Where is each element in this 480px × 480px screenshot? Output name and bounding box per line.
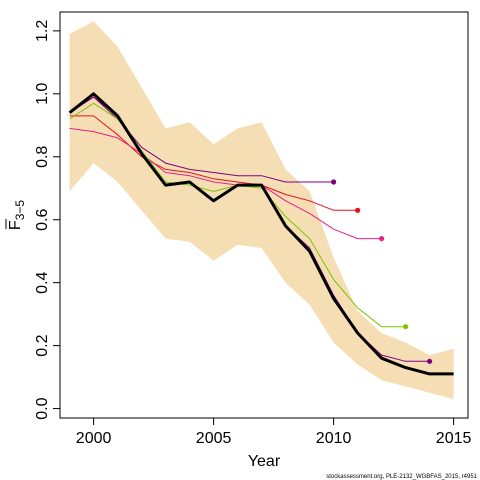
x-tick-label: 2005 [196,430,232,447]
confidence-band [69,21,454,400]
y-axis-title-main: F [7,220,24,230]
y-tick-label: 0.6 [34,208,51,230]
series-end-point-3 [355,207,361,213]
y-axis-title-subscript: 3−5 [13,200,27,221]
svg-text:F3−5: F3−5 [7,200,27,230]
series-end-point-6 [427,358,433,364]
x-tick-label: 2010 [316,430,352,447]
y-tick-label: 0.2 [34,334,51,356]
series-end-point-2 [331,179,337,185]
series-end-point-4 [379,236,385,242]
confidence-band-layer [69,21,454,400]
series-line-1 [68,92,454,376]
series-line-2 [69,96,334,183]
y-axis: 0.0 0.2 0.4 0.6 0.8 1.0 1.2 [34,20,60,420]
series-line-3 [69,115,358,211]
series-end-point-5 [403,324,409,330]
plot-frame [59,11,469,419]
y-tick-label: 0.0 [34,397,51,419]
series-layer [68,92,454,376]
y-tick-label: 1.2 [34,20,51,42]
y-axis-title: F3−5 [5,200,27,230]
y-tick-label: 0.4 [34,271,51,293]
x-tick-label: 2015 [436,430,472,447]
y-tick-label: 0.8 [34,146,51,168]
series-line-4 [69,127,382,240]
y-tick-label: 1.0 [34,83,51,105]
x-axis-title: Year [248,453,281,470]
x-tick-label: 2000 [76,430,112,447]
x-axis: 2000 2005 2010 2015 [76,418,472,447]
footnote: stockassessment.org, PLE-2132_WGBFAS_201… [326,474,477,480]
